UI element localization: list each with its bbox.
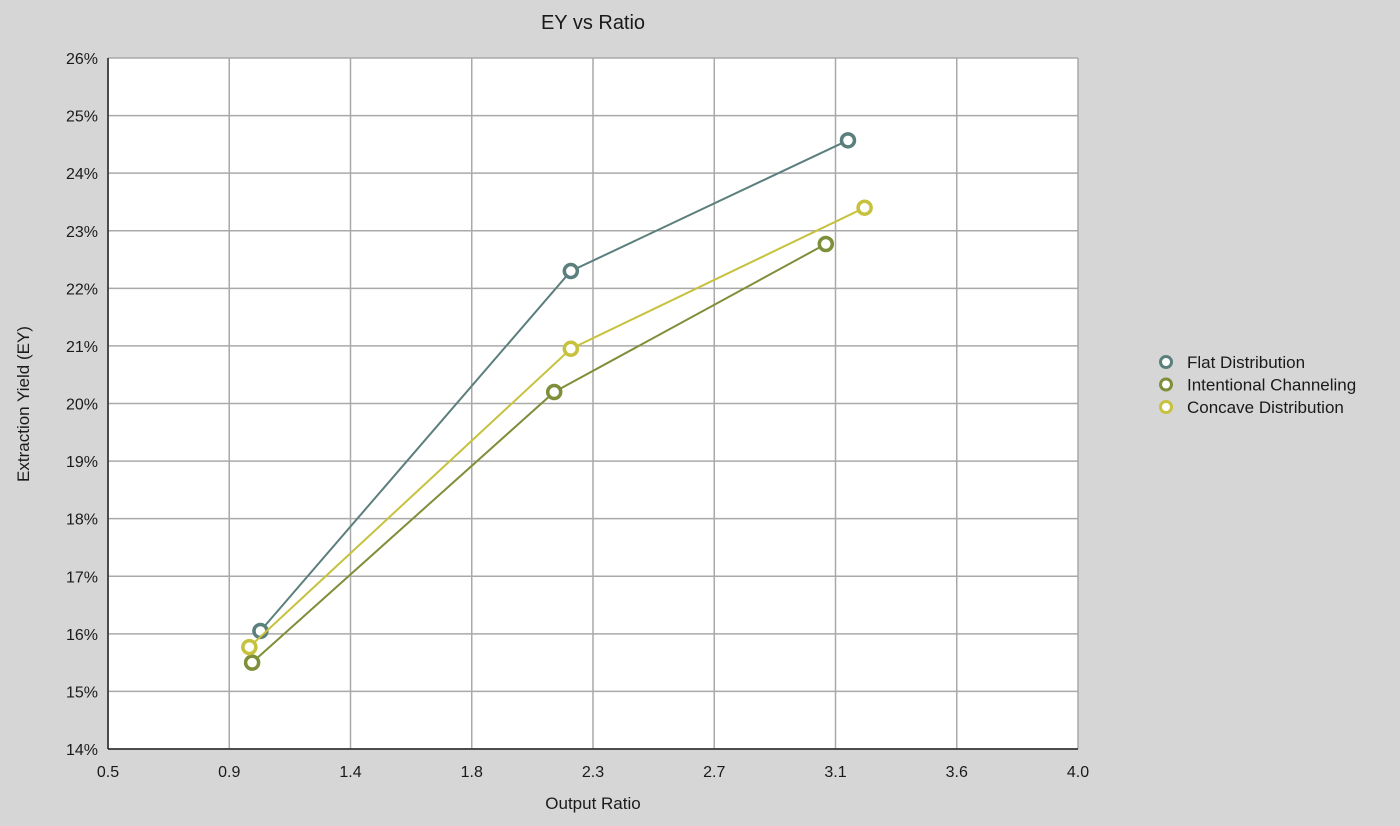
y-tick-label: 15% xyxy=(66,684,98,701)
data-point[interactable] xyxy=(243,654,261,671)
legend-label: Flat Distribution xyxy=(1187,353,1305,372)
legend-item[interactable]: Concave Distribution xyxy=(1159,398,1344,417)
y-tick-label: 18% xyxy=(66,512,98,529)
legend-label: Concave Distribution xyxy=(1187,398,1344,417)
x-axis-label: Output Ratio xyxy=(545,794,640,813)
legend-marker xyxy=(1159,400,1173,414)
y-axis-ticks: 14% 15% 16% 17% 18% 19% 20% 21% 22% 23% 24% 25% 26% xyxy=(66,51,98,759)
y-tick-label: 26% xyxy=(66,51,98,68)
data-point[interactable] xyxy=(562,262,580,280)
x-tick-label: 0.5 xyxy=(97,764,119,781)
data-point[interactable] xyxy=(839,132,857,149)
data-point[interactable] xyxy=(817,235,835,253)
data-point[interactable] xyxy=(856,199,873,216)
legend-marker xyxy=(1159,355,1173,369)
y-tick-label: 16% xyxy=(66,627,98,644)
x-tick-label: 2.3 xyxy=(582,764,604,781)
x-tick-label: 2.7 xyxy=(703,764,725,781)
y-tick-label: 23% xyxy=(66,224,98,241)
y-tick-label: 21% xyxy=(66,339,98,356)
y-tick-label: 25% xyxy=(66,109,98,126)
x-tick-label: 4.0 xyxy=(1067,764,1089,781)
series-layer xyxy=(241,132,873,671)
data-point[interactable] xyxy=(562,340,580,358)
legend-item[interactable]: Intentional Channeling xyxy=(1159,376,1357,395)
y-tick-label: 17% xyxy=(66,569,98,586)
x-tick-label: 0.9 xyxy=(218,764,240,781)
legend: Flat Distribution Intentional Channeling C… xyxy=(1159,353,1357,417)
grid-lines xyxy=(107,57,1079,750)
y-tick-label: 22% xyxy=(66,281,98,298)
data-point[interactable] xyxy=(241,638,258,656)
legend-label: Intentional Channeling xyxy=(1187,376,1356,395)
data-point[interactable] xyxy=(545,383,563,401)
chart-title: EY vs Ratio xyxy=(541,12,645,34)
y-tick-label: 19% xyxy=(66,454,98,471)
x-tick-label: 3.6 xyxy=(946,764,968,781)
x-axis-ticks: 0.5 0.9 1.4 1.8 2.3 2.7 3.1 3.6 4.0 xyxy=(97,764,1089,781)
legend-item[interactable]: Flat Distribution xyxy=(1159,353,1306,372)
legend-marker xyxy=(1159,377,1173,392)
x-tick-label: 1.8 xyxy=(461,764,483,781)
y-tick-label: 20% xyxy=(66,397,98,414)
series-2 xyxy=(243,235,835,671)
y-tick-label: 14% xyxy=(66,742,98,759)
y-axis-label: Extraction Yield (EY) xyxy=(14,326,33,482)
x-tick-label: 1.4 xyxy=(339,764,361,781)
series-3 xyxy=(241,199,873,656)
y-tick-label: 24% xyxy=(66,166,98,183)
x-tick-label: 3.1 xyxy=(824,764,846,781)
